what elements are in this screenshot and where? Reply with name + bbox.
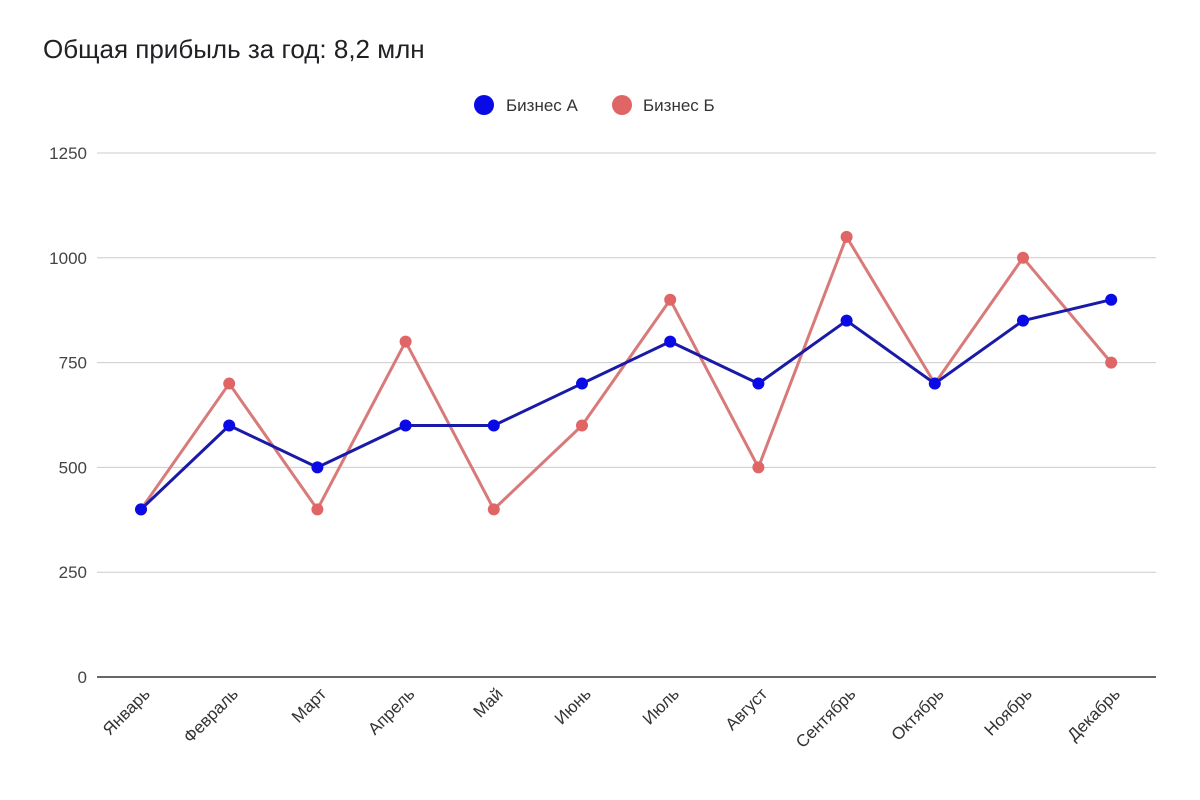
data-point-a[interactable]	[752, 377, 765, 390]
x-tick-label: Ноябрь	[981, 684, 1036, 739]
data-point-b[interactable]	[487, 503, 500, 516]
x-tick-label: Август	[722, 684, 772, 734]
data-point-a[interactable]	[223, 419, 236, 432]
data-point-b[interactable]	[399, 335, 412, 348]
y-tick-label: 500	[59, 458, 87, 477]
data-point-a[interactable]	[840, 314, 853, 327]
x-tick-label: Октябрь	[888, 684, 948, 744]
x-tick-label: Январь	[99, 684, 154, 739]
data-point-b[interactable]	[576, 419, 588, 432]
legend-label: Бизнес Б	[643, 96, 715, 115]
data-point-b[interactable]	[752, 461, 765, 474]
x-axis-ticks: Январь Февраль Март Апрель Май Июнь Июль Август…	[99, 684, 1124, 751]
legend-marker	[474, 95, 494, 115]
series-line-b	[139, 235, 1113, 511]
data-point-a[interactable]	[1105, 293, 1118, 306]
x-tick-label: Май	[470, 684, 507, 721]
y-tick-label: 0	[78, 668, 87, 687]
data-point-b[interactable]	[840, 230, 853, 243]
data-point-a[interactable]	[399, 419, 412, 432]
data-point-b[interactable]	[1105, 356, 1118, 369]
data-point-a[interactable]	[311, 461, 324, 474]
legend-label: Бизнес А	[506, 96, 579, 115]
series-lines	[135, 230, 1118, 516]
x-tick-label: Июль	[639, 684, 683, 728]
legend-item-a[interactable]: Бизнес А	[474, 95, 579, 115]
legend: Бизнес А Бизнес Б	[474, 95, 715, 115]
series-line-a	[139, 298, 1112, 511]
data-point-b[interactable]	[311, 503, 324, 516]
data-point-a[interactable]	[135, 503, 147, 516]
data-point-a[interactable]	[928, 377, 941, 390]
y-tick-label: 1250	[49, 144, 87, 163]
data-point-b[interactable]	[223, 377, 236, 390]
x-tick-label: Сентябрь	[792, 684, 859, 751]
y-tick-label: 1000	[49, 249, 87, 268]
y-tick-label: 750	[59, 354, 87, 373]
x-tick-label: Февраль	[180, 684, 242, 746]
data-point-a[interactable]	[664, 335, 677, 348]
data-point-a[interactable]	[1017, 314, 1029, 327]
data-point-a[interactable]	[576, 377, 588, 390]
data-point-a[interactable]	[487, 419, 500, 432]
legend-item-b[interactable]: Бизнес Б	[612, 95, 715, 115]
y-tick-label: 250	[59, 563, 87, 582]
x-tick-label: Март	[288, 684, 330, 726]
chart-title: Общая прибыль за год: 8,2 млн	[43, 34, 425, 64]
legend-marker	[612, 95, 632, 115]
data-point-b[interactable]	[664, 293, 677, 306]
gridlines	[97, 152, 1156, 678]
y-axis-ticks: 0 250 500 750 1000 1250	[49, 144, 87, 687]
x-tick-label: Декабрь	[1064, 684, 1124, 744]
data-point-b[interactable]	[1017, 251, 1029, 264]
x-tick-label: Июнь	[551, 684, 595, 728]
x-tick-label: Апрель	[364, 684, 418, 738]
